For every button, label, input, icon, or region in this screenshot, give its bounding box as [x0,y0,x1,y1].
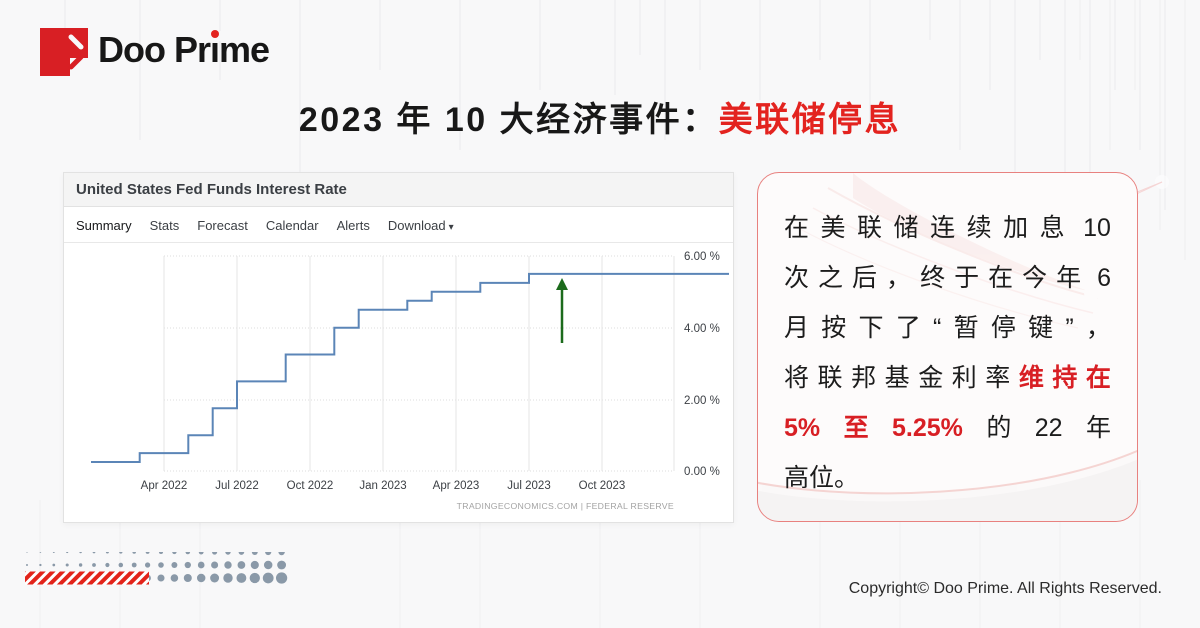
svg-text:Jul 2023: Jul 2023 [507,480,550,492]
svg-text:2.00 %: 2.00 % [684,395,720,407]
svg-text:0.00 %: 0.00 % [684,466,720,478]
svg-text:Oct 2022: Oct 2022 [287,480,334,492]
svg-text:Oct 2023: Oct 2023 [579,480,626,492]
svg-text:4.00 %: 4.00 % [684,323,720,335]
svg-text:Jul 2022: Jul 2022 [215,480,258,492]
svg-text:Apr 2022: Apr 2022 [141,480,188,492]
svg-text:TRADINGECONOMICS.COM | FEDER: TRADINGECONOMICS.COM | FEDERAL RESERVE [457,501,674,511]
svg-text:6.00 %: 6.00 % [684,251,720,263]
svg-text:Apr 2023: Apr 2023 [433,480,480,492]
svg-text:Jan 2023: Jan 2023 [359,480,406,492]
